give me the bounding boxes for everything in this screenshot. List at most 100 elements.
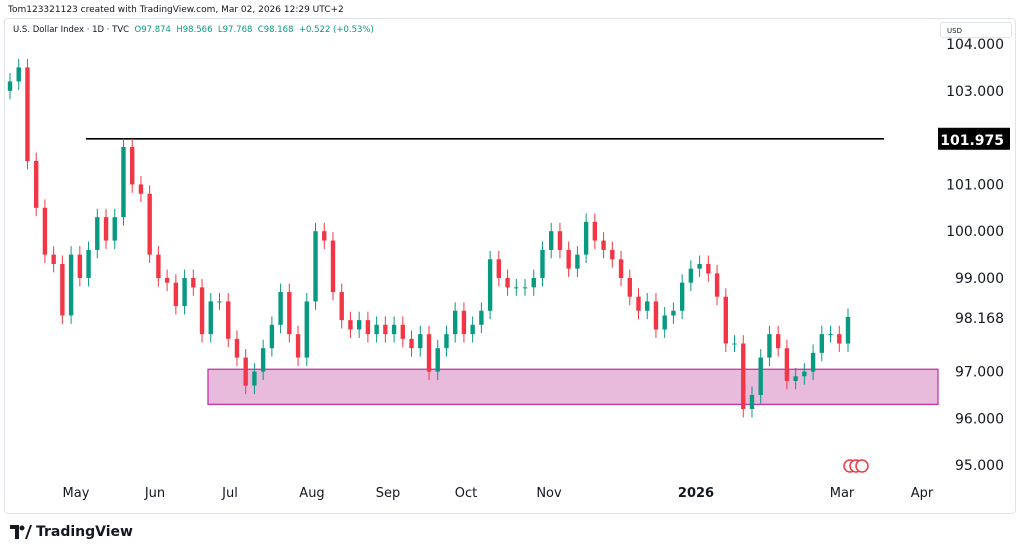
- close-value: C98.168: [257, 25, 294, 35]
- candle-body: [583, 221, 589, 255]
- tradingview-logo[interactable]: TradingView: [10, 524, 133, 540]
- candle-body: [618, 259, 624, 278]
- candle-body: [68, 254, 74, 316]
- candle-body: [226, 301, 231, 339]
- candle-body: [121, 146, 126, 218]
- time-tick-label: Apr: [911, 486, 934, 501]
- candle-body: [706, 263, 711, 274]
- candle-body: [208, 301, 213, 335]
- candle-body: [418, 334, 423, 349]
- chart-frame: [4, 18, 1016, 514]
- candle-body: [77, 254, 83, 278]
- low-value: L97.768: [217, 25, 253, 35]
- candle-body: [234, 338, 240, 358]
- resistance-price-badge: [938, 127, 1010, 150]
- candle-body: [566, 249, 571, 269]
- candle-body: [191, 278, 196, 288]
- candle-body: [173, 282, 179, 307]
- candle-body: [714, 273, 720, 297]
- chart-credit: Tom123321123 created with TradingView.co…: [8, 5, 344, 15]
- candle-body: [313, 231, 318, 302]
- candle-body: [837, 334, 842, 344]
- candle-body: [112, 217, 117, 241]
- candle-body: [828, 334, 833, 336]
- price-tick-label: 104.000: [946, 37, 1004, 53]
- candle-body: [16, 67, 21, 82]
- candle-body: [435, 348, 440, 372]
- candle-body: [426, 334, 432, 372]
- time-tick-label: 2026: [678, 486, 714, 501]
- candle-body: [688, 268, 694, 283]
- candle-body: [636, 296, 641, 311]
- candle-body: [810, 352, 816, 372]
- support-zone: [207, 368, 939, 406]
- time-tick-label: Aug: [299, 486, 324, 501]
- candle-body: [514, 287, 519, 289]
- candle-body: [252, 371, 257, 386]
- candle-body: [452, 310, 458, 335]
- candle-body: [365, 320, 371, 335]
- candle-body: [444, 334, 449, 349]
- candle-body: [278, 292, 283, 325]
- candle-body: [784, 348, 790, 381]
- candle-body: [95, 217, 100, 250]
- open-value: O97.874: [134, 25, 171, 35]
- last-price-badge: [942, 307, 1008, 326]
- symbol-name[interactable]: U.S. Dollar Index · 1D · TVC: [13, 25, 130, 35]
- candle-body: [592, 221, 598, 241]
- candle-body: [383, 324, 388, 335]
- candle-body: [391, 324, 397, 335]
- candle-body: [732, 343, 737, 345]
- candle-body: [269, 324, 275, 349]
- candle-body: [767, 334, 772, 358]
- last-price-label: 98.168: [955, 311, 1004, 327]
- time-tick-label: May: [63, 486, 90, 501]
- candle-body: [749, 395, 755, 410]
- candle-body: [802, 371, 807, 377]
- candle-body: [671, 310, 676, 316]
- footer-logo-text: TradingView: [36, 524, 133, 540]
- candle-body: [356, 320, 362, 330]
- candle-body: [322, 231, 327, 241]
- change-value: +0.522 (+0.53%): [298, 25, 374, 35]
- candle-body: [138, 184, 144, 194]
- candle-body: [653, 301, 659, 330]
- time-tick-label: Mar: [830, 486, 855, 501]
- candle-body: [130, 146, 135, 185]
- candle-body: [374, 324, 379, 335]
- candle-body: [217, 301, 222, 303]
- time-tick-label: Nov: [536, 486, 562, 501]
- candle-body: [531, 278, 536, 288]
- symbol-legend: U.S. Dollar Index · 1D · TVC O97.874 H98…: [13, 25, 374, 35]
- candle-body: [723, 296, 728, 344]
- price-chart[interactable]: 104.000 103.000 101.000 100.000 99.000 97.000…: [0, 0, 1024, 520]
- candle-body: [156, 254, 161, 278]
- candle-body: [86, 249, 91, 278]
- high-value: H98.566: [176, 25, 213, 35]
- candle-body: [845, 316, 851, 344]
- candle-body: [295, 334, 301, 358]
- tradingview-logo-icon: [10, 525, 32, 539]
- candle-body: [42, 207, 48, 255]
- candle-body: [461, 310, 467, 335]
- candle-body: [741, 343, 746, 410]
- candle-body: [25, 67, 30, 161]
- candle-body: [662, 315, 667, 330]
- candle-body: [758, 357, 763, 395]
- candle-body: [610, 249, 615, 260]
- price-tick-label: 100.000: [946, 224, 1004, 240]
- candle-body: [330, 240, 336, 293]
- candle-body: [199, 287, 205, 335]
- candle-body: [60, 263, 65, 316]
- price-tick-label: 96.000: [955, 411, 1004, 427]
- currency-button[interactable]: USD: [940, 22, 1012, 38]
- candle-body: [7, 81, 13, 91]
- candle-body: [627, 278, 632, 297]
- candle-body: [496, 259, 502, 278]
- price-tick-label: 103.000: [946, 84, 1004, 100]
- time-tick-label: Sep: [376, 486, 401, 501]
- candle-body: [409, 338, 414, 349]
- candle-body: [400, 324, 406, 339]
- candle-body: [505, 278, 510, 288]
- candle-body: [51, 254, 56, 264]
